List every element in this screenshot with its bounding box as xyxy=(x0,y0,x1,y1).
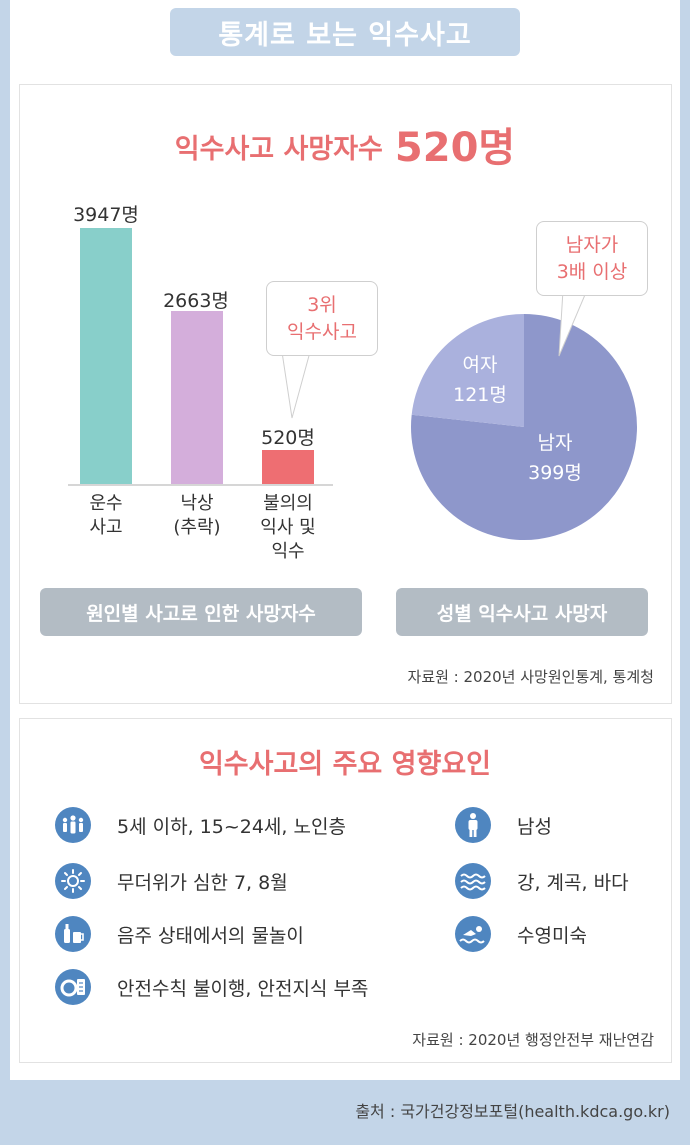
bar-drowning xyxy=(262,450,314,484)
pie-label-female: 여자 121명 xyxy=(430,350,530,410)
drinks-icon xyxy=(55,916,91,952)
factor-male: 남성 xyxy=(455,807,552,843)
factor-text: 안전수칙 불이행, 안전지식 부족 xyxy=(117,977,369,1000)
deaths-source: 자료원 : 2020년 사망원인통계, 통계청 xyxy=(407,668,654,686)
gender-callout-line: 3배 이상 xyxy=(556,260,628,283)
pie-label-line: 여자 xyxy=(462,354,498,376)
bar-category-line: 운수 xyxy=(89,493,123,514)
footer-credit: 출처 : 국가건강정보포털(health.kdca.go.kr) xyxy=(355,1102,670,1121)
factors-source: 자료원 : 2020년 행정안전부 재난연감 xyxy=(412,1031,654,1049)
people-icon xyxy=(55,807,91,843)
bar-axis xyxy=(68,484,333,486)
rank-callout-line: 익수사고 xyxy=(287,320,357,343)
factor-safety: 안전수칙 불이행, 안전지식 부족 xyxy=(55,969,368,1005)
pie-label-line: 남자 xyxy=(537,432,573,454)
waves-icon xyxy=(455,863,491,899)
pie-slice-female xyxy=(411,314,524,427)
factor-location: 강, 계곡, 바다 xyxy=(455,863,629,899)
factor-text: 강, 계곡, 바다 xyxy=(517,871,629,894)
bar-value-transport: 3947명 xyxy=(73,204,139,226)
factor-text: 음주 상태에서의 물놀이 xyxy=(117,924,304,947)
pie-chart-caption: 성별 익수사고 사망자 xyxy=(396,588,648,636)
deaths-headline: 익수사고 사망자수 520명 xyxy=(0,115,690,173)
gender-callout-line: 남자가 xyxy=(565,233,619,256)
sun-icon xyxy=(55,863,91,899)
page-title: 통계로 보는 익수사고 xyxy=(170,8,520,56)
deaths-headline-text: 익수사고 사망자수 xyxy=(174,134,383,165)
bar-chart-caption: 원인별 사고로 인한 사망자수 xyxy=(40,588,362,636)
bar-transport xyxy=(80,228,132,484)
bar-category-line: (추락) xyxy=(173,517,221,538)
factor-text: 무더위가 심한 7, 8월 xyxy=(117,871,288,894)
factor-alcohol: 음주 상태에서의 물놀이 xyxy=(55,916,304,952)
bar-category-line: 낙상 xyxy=(180,493,214,514)
pie-label-line: 121명 xyxy=(453,384,507,406)
bar-category-transport: 운수 사고 xyxy=(61,492,151,540)
factor-text: 수영미숙 xyxy=(517,924,587,947)
rank-callout: 3위 익수사고 xyxy=(266,281,378,356)
man-icon xyxy=(455,807,491,843)
pie-label-male: 남자 399명 xyxy=(500,428,610,488)
bar-fall xyxy=(171,311,223,484)
bar-category-fall: 낙상 (추락) xyxy=(152,492,242,540)
rank-callout-line: 3위 xyxy=(307,293,337,316)
factors-headline-text: 익수사고의 주요 xyxy=(198,749,392,780)
pie-chart xyxy=(411,314,637,540)
bar-category-line: 불의의 xyxy=(263,493,313,514)
bar-category-line: 익사 및 xyxy=(260,517,316,538)
pie-label-line: 399명 xyxy=(528,462,582,484)
bar-category-line: 익수 xyxy=(271,541,305,562)
factor-swimming: 수영미숙 xyxy=(455,916,587,952)
factor-age: 5세 이하, 15~24세, 노인층 xyxy=(55,807,346,843)
factor-text: 남성 xyxy=(517,815,552,838)
factors-headline-highlight: 영향요인 xyxy=(391,749,492,780)
factors-headline: 익수사고의 주요 영향요인 xyxy=(0,742,690,781)
factors-panel xyxy=(19,718,672,1063)
gender-callout: 남자가 3배 이상 xyxy=(536,221,648,296)
factor-text: 5세 이하, 15~24세, 노인층 xyxy=(117,815,346,838)
factor-season: 무더위가 심한 7, 8월 xyxy=(55,863,288,899)
lifebuoy-icon xyxy=(55,969,91,1005)
bar-value-fall: 2663명 xyxy=(163,290,229,312)
bar-callout-tail xyxy=(281,352,311,419)
bar-category-drowning: 불의의 익사 및 익수 xyxy=(243,492,333,564)
pie-callout-tail xyxy=(558,290,588,357)
bar-category-line: 사고 xyxy=(89,517,123,538)
bar-value-drowning: 520명 xyxy=(261,427,315,449)
deaths-headline-number: 520명 xyxy=(394,125,516,171)
swimmer-icon xyxy=(455,916,491,952)
